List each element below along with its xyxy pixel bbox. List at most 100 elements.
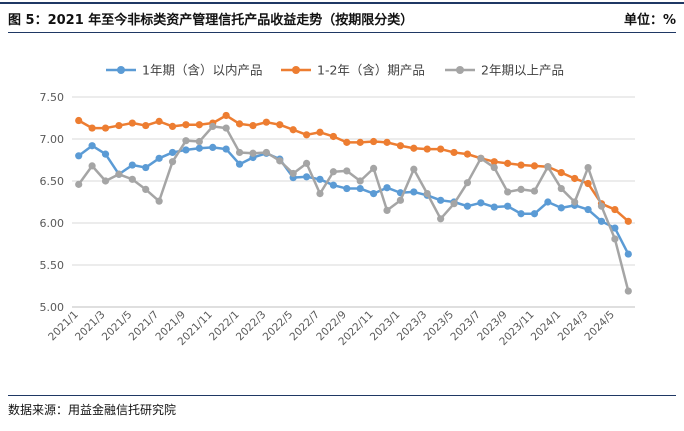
- data-point: [195, 137, 203, 146]
- legend-label: 1-2年（含）期产品: [317, 63, 425, 78]
- data-point: [410, 165, 418, 173]
- data-point: [624, 250, 632, 258]
- data-point: [302, 173, 311, 181]
- data-point: [611, 235, 619, 243]
- data-point: [504, 188, 512, 196]
- data-point: [504, 202, 512, 210]
- data-point: [437, 196, 445, 204]
- data-point: [222, 111, 230, 120]
- y-tick-label: 6.00: [40, 217, 65, 230]
- data-point: [115, 170, 123, 178]
- data-point: [490, 163, 498, 172]
- top-border: [0, 2, 684, 4]
- data-point: [584, 163, 592, 172]
- data-point: [423, 145, 431, 153]
- data-point: [182, 146, 190, 154]
- data-point: [597, 202, 606, 210]
- data-point: [128, 161, 136, 169]
- data-point: [530, 210, 539, 218]
- data-point: [209, 143, 217, 151]
- data-point: [383, 206, 391, 214]
- data-point: [182, 121, 190, 129]
- footer-rule: [8, 395, 676, 396]
- legend-swatch-marker: [456, 66, 464, 74]
- data-point: [356, 184, 364, 193]
- data-point: [182, 137, 190, 145]
- data-point: [222, 124, 230, 132]
- y-tick-label: 5.00: [40, 301, 65, 314]
- data-point: [611, 224, 619, 232]
- y-tick-label: 7.50: [40, 91, 65, 104]
- data-point: [168, 122, 177, 130]
- data-point: [155, 154, 163, 162]
- data-point: [463, 150, 472, 158]
- data-point: [249, 121, 257, 130]
- data-point: [101, 150, 110, 158]
- data-point: [101, 124, 110, 132]
- data-point: [249, 149, 257, 157]
- data-point: [437, 215, 445, 223]
- data-point: [597, 217, 606, 225]
- data-point: [370, 137, 378, 146]
- data-point: [356, 138, 364, 146]
- data-point: [530, 187, 539, 195]
- data-point: [262, 118, 270, 126]
- data-point: [235, 120, 244, 128]
- data-point: [142, 121, 150, 130]
- data-point: [571, 174, 579, 183]
- data-point: [115, 121, 123, 130]
- data-point: [463, 179, 472, 187]
- legend-swatch-marker: [292, 66, 300, 74]
- data-point: [75, 180, 83, 188]
- data-point: [209, 122, 217, 130]
- data-point: [437, 145, 445, 153]
- data-point: [88, 124, 96, 132]
- data-point: [329, 132, 337, 141]
- data-point: [544, 163, 552, 171]
- data-point: [195, 121, 203, 129]
- data-point: [75, 116, 83, 125]
- legend-label: 2年期以上产品: [481, 63, 564, 78]
- data-point: [490, 203, 498, 211]
- data-point: [423, 190, 431, 198]
- data-point: [168, 148, 177, 157]
- data-point: [289, 169, 297, 178]
- data-point: [155, 197, 163, 205]
- data-point: [302, 131, 311, 139]
- y-tick-label: 6.50: [40, 175, 65, 188]
- data-point: [517, 185, 525, 193]
- data-point: [168, 158, 177, 166]
- data-point: [450, 148, 458, 157]
- data-point: [155, 117, 163, 125]
- data-point: [235, 160, 244, 168]
- series-2: [75, 111, 632, 225]
- data-point: [504, 159, 512, 167]
- series-line: [77, 125, 630, 292]
- series-layer: [75, 111, 632, 295]
- data-point: [316, 175, 324, 183]
- data-point: [490, 158, 498, 166]
- data-point: [343, 184, 351, 193]
- data-point: [356, 177, 364, 185]
- data-point: [624, 217, 632, 225]
- data-point: [370, 164, 378, 172]
- data-point: [477, 199, 485, 207]
- data-point: [611, 205, 619, 214]
- unit-label: 单位：%: [623, 13, 676, 28]
- data-point: [544, 198, 552, 206]
- legend-swatch-marker: [117, 66, 125, 74]
- data-point: [195, 144, 203, 152]
- data-point: [343, 138, 351, 146]
- data-point: [235, 148, 244, 157]
- data-point: [396, 142, 405, 150]
- figure-title: 图 5：2021 年至今非标类资产管理信托产品收益走势（按期限分类）: [8, 13, 414, 28]
- data-point: [329, 181, 337, 189]
- series-3: [75, 122, 632, 295]
- y-tick-label: 7.00: [40, 133, 65, 146]
- x-axis: 2021/12021/32021/52021/72021/92021/11202…: [46, 306, 635, 348]
- data-point: [276, 157, 284, 165]
- data-point: [571, 198, 579, 206]
- data-point: [316, 190, 324, 198]
- data-point: [276, 121, 284, 129]
- data-point: [477, 154, 485, 162]
